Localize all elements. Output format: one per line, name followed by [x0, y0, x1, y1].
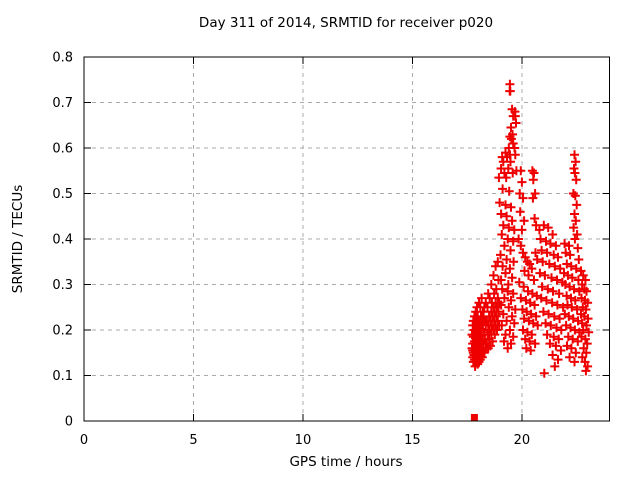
- x-tick-label: 0: [80, 433, 88, 448]
- x-tick-label: 15: [404, 433, 421, 448]
- y-tick-label: 0.8: [52, 51, 73, 66]
- y-tick-label: 0.7: [52, 96, 73, 111]
- y-tick-label: 0.3: [52, 278, 73, 293]
- y-tick-label: 0: [65, 415, 73, 430]
- x-tick-labels: 0 5 10 15 20: [80, 433, 530, 448]
- chart-title: Day 311 of 2014, SRMTID for receiver p02…: [199, 15, 493, 31]
- y-tick-labels: 0 0.1 0.2 0.3 0.4 0.5 0.6 0.7 0.8: [52, 51, 73, 430]
- x-tick-label: 5: [189, 433, 197, 448]
- y-tick-label: 0.4: [52, 233, 73, 248]
- x-axis-label: GPS time / hours: [289, 454, 402, 470]
- y-tick-label: 0.5: [52, 187, 73, 202]
- x-tick-label: 20: [514, 433, 531, 448]
- data-points: [467, 79, 594, 421]
- y-tick-label: 0.1: [52, 369, 73, 384]
- scatter-points-SRMTID: [467, 79, 594, 378]
- scatter-square-zero-marker: [470, 414, 478, 421]
- y-tick-label: 0.2: [52, 324, 73, 339]
- axis-ticks: [83, 56, 610, 422]
- y-tick-label: 0.6: [52, 142, 73, 157]
- y-axis-label: SRMTID / TECUs: [10, 185, 26, 293]
- x-tick-label: 10: [295, 433, 312, 448]
